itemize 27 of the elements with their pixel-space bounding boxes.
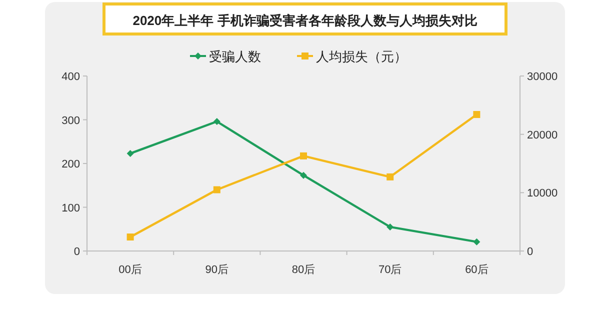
y2-tick-label: 0 bbox=[527, 246, 534, 258]
point bbox=[386, 173, 394, 180]
y2-tick-label: 30000 bbox=[527, 71, 558, 83]
point bbox=[213, 186, 220, 194]
chart-title: 2020年上半年 手机诈骗受害者各年龄段人数与人均损失对比 bbox=[132, 13, 478, 28]
y-tick-label: 0 bbox=[74, 246, 80, 258]
x-tick-label: 00后 bbox=[118, 263, 142, 276]
point bbox=[473, 238, 480, 246]
legend-label: 受骗人数 bbox=[209, 49, 261, 64]
point bbox=[126, 234, 134, 240]
y-tick-label: 300 bbox=[62, 114, 80, 127]
point bbox=[386, 223, 394, 230]
x-tick-label: 90后 bbox=[205, 263, 229, 276]
point bbox=[300, 152, 307, 160]
point bbox=[473, 111, 480, 118]
point bbox=[213, 118, 220, 125]
y-tick-label: 200 bbox=[62, 158, 80, 170]
point bbox=[300, 172, 307, 179]
y2-tick-label: 20000 bbox=[527, 129, 558, 142]
legend-label: 人均损失（元） bbox=[316, 49, 407, 64]
y-tick-label: 100 bbox=[62, 202, 80, 214]
y2-tick-label: 10000 bbox=[527, 188, 558, 200]
point bbox=[126, 150, 134, 157]
x-tick-label: 60后 bbox=[465, 263, 488, 276]
x-tick-label: 80后 bbox=[292, 263, 316, 276]
y-tick-label: 400 bbox=[62, 71, 80, 83]
x-tick-label: 70后 bbox=[378, 263, 402, 276]
